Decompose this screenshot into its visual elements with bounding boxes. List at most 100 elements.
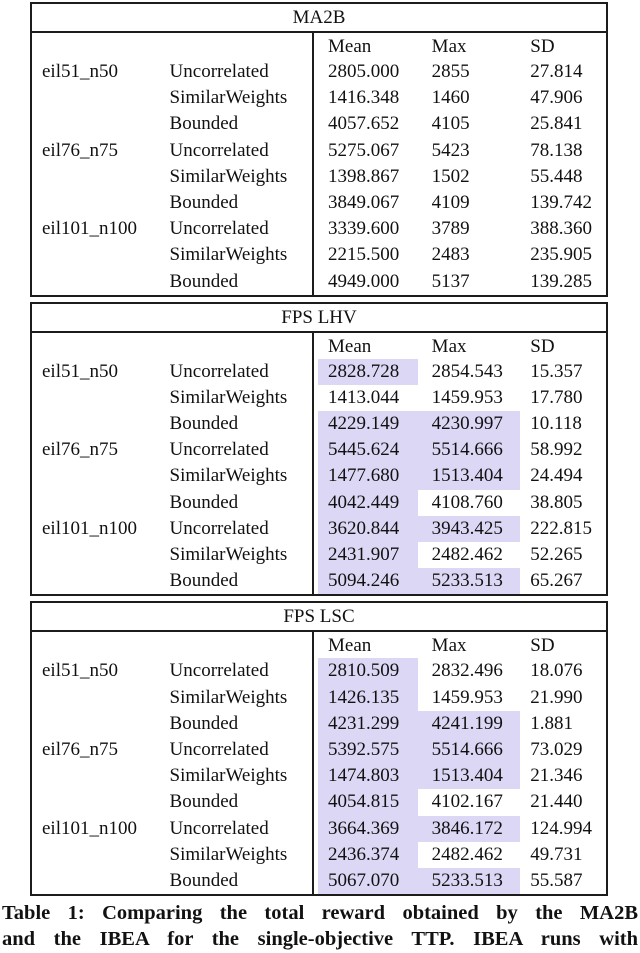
sd-cell: 78.138	[520, 138, 606, 164]
instance-label	[32, 385, 170, 411]
header-spacer-type	[170, 632, 312, 658]
table-row: eil76_n75 Uncorrelated 5275.067 5423 78.…	[32, 137, 606, 164]
instance-label	[32, 242, 170, 268]
instance-label: eil101_n100	[42, 218, 137, 240]
max-cell: 1459.953	[418, 685, 521, 711]
type-label: SimilarWeights	[169, 686, 288, 708]
column-header-sd-label: SD	[530, 36, 555, 57]
table-row: eil76_n75 Uncorrelated 5445.624 5514.666…	[32, 437, 606, 464]
sd-cell: 21.440	[520, 789, 606, 815]
max-cell: 5423	[418, 138, 521, 164]
sd-value: 139.285	[530, 270, 593, 292]
max-cell: 5233.513	[417, 867, 521, 895]
table-row: SimilarWeights 2436.374 2482.462 49.731	[32, 841, 606, 868]
sd-cell: 38.805	[520, 490, 606, 516]
mean-value: 3339.600	[328, 218, 400, 240]
sd-value: 21.990	[530, 686, 583, 708]
sd-cell: 21.346	[520, 763, 606, 789]
caption-line-2: and the IBEA for the single-objective TT…	[2, 927, 638, 950]
instance-label	[32, 868, 170, 894]
sd-value: 27.814	[530, 61, 583, 82]
mean-cell: 3620.844	[312, 515, 418, 542]
sd-cell: 388.360	[520, 216, 606, 242]
table-row: Bounded 4042.449 4108.760 38.805	[32, 489, 606, 516]
max-cell: 5137	[418, 269, 521, 295]
mean-value: 1426.135	[318, 684, 418, 711]
table-row: eil51_n50 Uncorrelated 2805.000 2855 27.…	[32, 59, 606, 86]
mean-value: 5275.067	[328, 139, 400, 161]
type-label: SimilarWeights	[169, 544, 288, 565]
max-cell: 2854.543	[418, 359, 521, 385]
sd-value: 47.906	[530, 87, 583, 109]
table-row: Bounded 4229.149 4230.997 10.118	[32, 411, 606, 438]
header-spacer-type	[170, 333, 312, 359]
sd-value: 139.742	[530, 191, 593, 213]
header-spacer-instance	[32, 333, 170, 359]
type-label: Uncorrelated	[169, 660, 269, 682]
type-label: Uncorrelated	[169, 517, 269, 539]
sd-value: 10.118	[530, 413, 582, 435]
max-value: 4109	[431, 191, 470, 213]
caption-line-1: Table 1: Comparing the total reward obta…	[2, 902, 638, 925]
max-value: 5423	[431, 139, 470, 161]
column-header-sd-label: SD	[530, 635, 555, 657]
max-value: 5137	[431, 270, 470, 292]
sd-value: 52.265	[530, 544, 583, 565]
sd-value: 49.731	[530, 843, 583, 865]
type-label: Bounded	[169, 712, 239, 734]
max-value: 1502	[431, 165, 470, 187]
mean-cell: 4229.149	[312, 411, 418, 438]
max-cell: 5514.666	[417, 437, 521, 464]
sd-value: 24.494	[530, 465, 583, 487]
header-spacer-instance	[32, 33, 170, 59]
mean-cell: 5445.624	[312, 437, 418, 464]
mean-cell: 5067.070	[312, 867, 418, 895]
mean-value: 3664.369	[318, 815, 418, 842]
column-header-max: Max	[418, 632, 521, 658]
table-row: Bounded 4949.000 5137 139.285	[32, 268, 606, 295]
sd-cell: 55.448	[520, 164, 606, 190]
mean-cell: 1413.044	[312, 384, 418, 412]
mean-value: 4042.449	[318, 489, 418, 516]
sd-value: 21.346	[530, 765, 583, 787]
table-row: Bounded 5094.246 5233.513 65.267	[32, 568, 606, 595]
instance-label	[32, 85, 170, 111]
column-header-sd: SD	[520, 33, 606, 59]
results-tables: MA2B Mean Max SD eil51_n50 Uncorrelated …	[30, 2, 608, 897]
mean-value: 2431.907	[318, 542, 418, 569]
mean-value: 3620.844	[318, 515, 418, 542]
sd-cell: 52.265	[520, 542, 606, 568]
mean-cell: 2215.500	[312, 242, 418, 269]
max-value: 1460	[431, 87, 470, 109]
sd-value: 58.992	[530, 439, 583, 461]
sd-cell: 15.357	[520, 359, 606, 385]
mean-value: 1477.680	[318, 463, 418, 490]
sd-value: 1.881	[530, 712, 574, 734]
sd-value: 18.076	[530, 660, 583, 682]
mean-value: 4229.149	[318, 411, 418, 438]
max-value: 2855	[431, 61, 470, 82]
table-row: eil101_n100 Uncorrelated 3664.369 3846.1…	[32, 815, 606, 842]
max-value: 2854.543	[431, 360, 503, 382]
results-table: MA2B Mean Max SD eil51_n50 Uncorrelated …	[30, 2, 608, 297]
instance-label	[32, 763, 170, 789]
type-label: SimilarWeights	[169, 244, 288, 266]
mean-value: 4057.652	[328, 113, 400, 135]
mean-cell: 4231.299	[312, 710, 418, 737]
instance-label	[32, 711, 170, 737]
table-row: eil51_n50 Uncorrelated 2810.509 2832.496…	[32, 658, 606, 685]
instance-label	[32, 568, 170, 594]
mean-cell: 1477.680	[312, 463, 418, 490]
max-value: 4108.760	[431, 491, 503, 513]
mean-value: 2215.500	[328, 244, 400, 266]
mean-value: 4949.000	[328, 270, 400, 292]
header-spacer-instance	[32, 632, 170, 658]
max-value: 3943.425	[417, 515, 521, 542]
mean-cell: 3339.600	[312, 216, 418, 243]
sd-value: 21.440	[530, 791, 583, 813]
mean-cell: 5094.246	[312, 568, 418, 595]
type-label: Uncorrelated	[169, 218, 269, 240]
sd-cell: 24.494	[520, 463, 606, 489]
max-value: 5233.513	[417, 568, 521, 595]
instance-label: eil76_n75	[42, 139, 118, 161]
